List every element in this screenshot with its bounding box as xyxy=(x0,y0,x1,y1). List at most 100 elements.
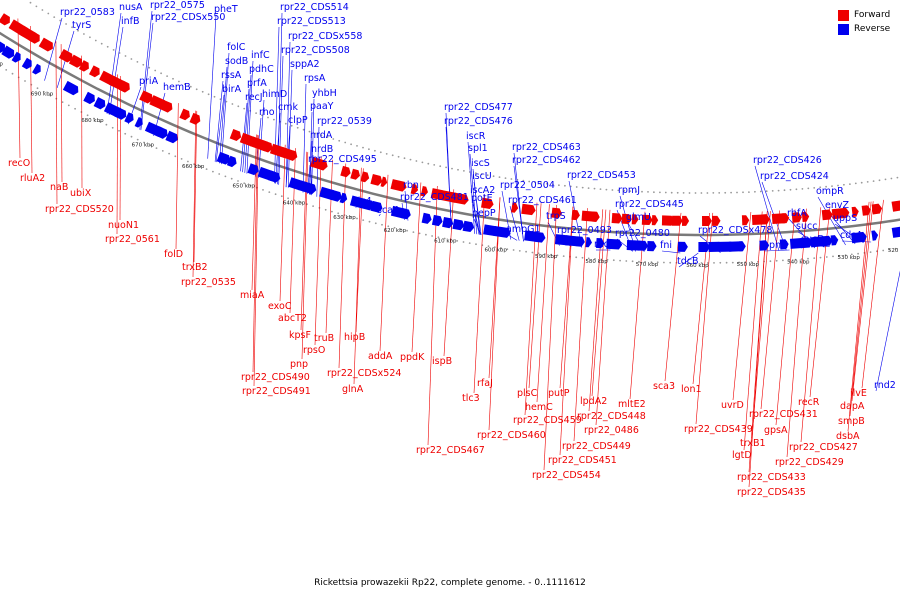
forward-gene-label: rpr22_CDS433 xyxy=(737,472,806,483)
ruler-dot xyxy=(518,250,521,252)
ruler-dot xyxy=(67,104,70,107)
reverse-gene-arrow xyxy=(339,192,348,204)
ruler-dot xyxy=(331,210,333,213)
forward-callout-line xyxy=(488,197,501,379)
forward-callout-line xyxy=(543,204,557,471)
forward-gene-arrow xyxy=(571,209,580,221)
ruler-dot xyxy=(528,180,531,183)
reverse-callout-line xyxy=(215,94,225,163)
ruler-dot xyxy=(712,192,715,194)
ruler-dot xyxy=(201,90,204,93)
ruler-dot xyxy=(688,192,691,194)
ruler-dot xyxy=(635,190,637,193)
ruler-dot xyxy=(320,134,323,137)
ruler-dot xyxy=(5,69,8,71)
forward-gene-arrow xyxy=(821,209,833,221)
forward-gene-label: rpr22_CDS427 xyxy=(789,442,858,453)
ruler-label: 650 kbp xyxy=(232,183,255,189)
ruler-dot xyxy=(550,253,553,256)
reverse-gene-arrow xyxy=(585,237,592,248)
ruler-dot xyxy=(94,39,97,42)
reverse-gene-labels: rpr22_0583tyrSnusAinfBrpr22_0575rpr22_CD… xyxy=(60,0,896,391)
reverse-gene-label: spl1 xyxy=(468,143,488,154)
reverse-gene-label: rbn xyxy=(403,180,419,191)
forward-gene-label: rpr22_CDS490 xyxy=(241,372,310,383)
ruler-dot xyxy=(143,141,145,144)
ruler-dot xyxy=(393,226,396,229)
reverse-gene-arrow xyxy=(21,57,32,70)
ruler-dot xyxy=(504,177,507,180)
forward-gene-label: dsbA xyxy=(836,431,860,442)
ruler-label: 690 kbp xyxy=(31,91,54,97)
ruler-dot xyxy=(869,251,872,254)
ruler-dot xyxy=(498,176,501,179)
ruler-dot xyxy=(688,262,690,264)
ruler-dot xyxy=(700,192,703,194)
legend-forward-label: Forward xyxy=(854,10,891,20)
forward-gene-label: rpr22_CDS435 xyxy=(737,487,806,498)
ruler-dot xyxy=(160,72,163,75)
reverse-gene-arrow xyxy=(851,231,867,244)
ruler-dot xyxy=(456,240,459,242)
forward-gene-label: rpr22_0486 xyxy=(584,425,639,436)
ruler-dot xyxy=(850,253,853,256)
reverse-gene-arrow xyxy=(800,237,813,249)
ruler-dot xyxy=(474,172,477,175)
reverse-gene-arrow xyxy=(155,126,168,139)
ruler-dot xyxy=(765,190,768,193)
ruler-dot xyxy=(807,187,810,190)
ruler-dot xyxy=(593,187,596,190)
ruler-dot xyxy=(540,182,542,184)
ruler-dot xyxy=(41,9,44,11)
reverse-gene-arrow xyxy=(698,242,710,252)
ruler-dot xyxy=(397,155,400,158)
forward-gene-label: rpr22_CDS449 xyxy=(562,441,631,452)
ruler-dot xyxy=(136,61,139,63)
forward-gene-arrow xyxy=(621,213,632,224)
forward-gene-arrow xyxy=(781,213,790,224)
forward-callout-line xyxy=(411,182,422,353)
ruler-dot xyxy=(581,186,584,189)
ruler-dot xyxy=(748,191,750,194)
ruler-dot xyxy=(587,187,590,190)
ruler-dot xyxy=(706,192,709,194)
ruler-dot xyxy=(794,258,797,261)
ruler-dot xyxy=(124,55,127,57)
ruler-label: 520 kbp xyxy=(888,248,900,254)
reverse-gene-label: pepP xyxy=(472,208,496,219)
reverse-gene-label: sppA2 xyxy=(290,59,320,70)
reverse-gene-label: hemB xyxy=(163,82,191,93)
ruler-dot xyxy=(783,189,786,192)
ruler-dot xyxy=(700,262,703,264)
ruler-dot xyxy=(706,262,709,264)
reverse-gene-label: uppS xyxy=(833,213,857,224)
ruler-label: 580 kbp xyxy=(585,259,608,265)
forward-gene-arrow xyxy=(38,37,53,52)
ruler-dots xyxy=(0,1,899,264)
reverse-gene-arrow xyxy=(288,177,304,191)
reverse-gene-label: iscU xyxy=(472,171,492,182)
ruler-dot xyxy=(480,173,483,176)
reverse-gene-label: priA xyxy=(139,76,159,87)
forward-gene-label: ppdK xyxy=(400,352,425,363)
reverse-gene-arrow xyxy=(462,220,475,232)
ruler-dot xyxy=(155,147,158,150)
reverse-gene-arrow xyxy=(32,63,41,75)
ruler-dot xyxy=(299,201,302,204)
forward-gene-arrow xyxy=(119,80,130,93)
reverse-gene-label: nrdB xyxy=(311,144,333,155)
ruler-dot xyxy=(445,166,447,169)
gene-features xyxy=(0,13,900,252)
reverse-gene-arrow xyxy=(165,130,178,144)
ruler-dot xyxy=(356,217,358,220)
ruler-dot xyxy=(882,249,885,252)
forward-gene-arrow xyxy=(511,202,519,213)
forward-gene-label: kpsF xyxy=(289,330,311,341)
ruler-dot xyxy=(267,116,269,119)
forward-callout-line xyxy=(60,44,63,183)
forward-gene-arrow xyxy=(139,90,153,104)
ruler-dot xyxy=(47,12,50,15)
reverse-gene-arrow xyxy=(595,238,605,249)
forward-gene-label: rpr22_CDSx524 xyxy=(327,368,401,379)
